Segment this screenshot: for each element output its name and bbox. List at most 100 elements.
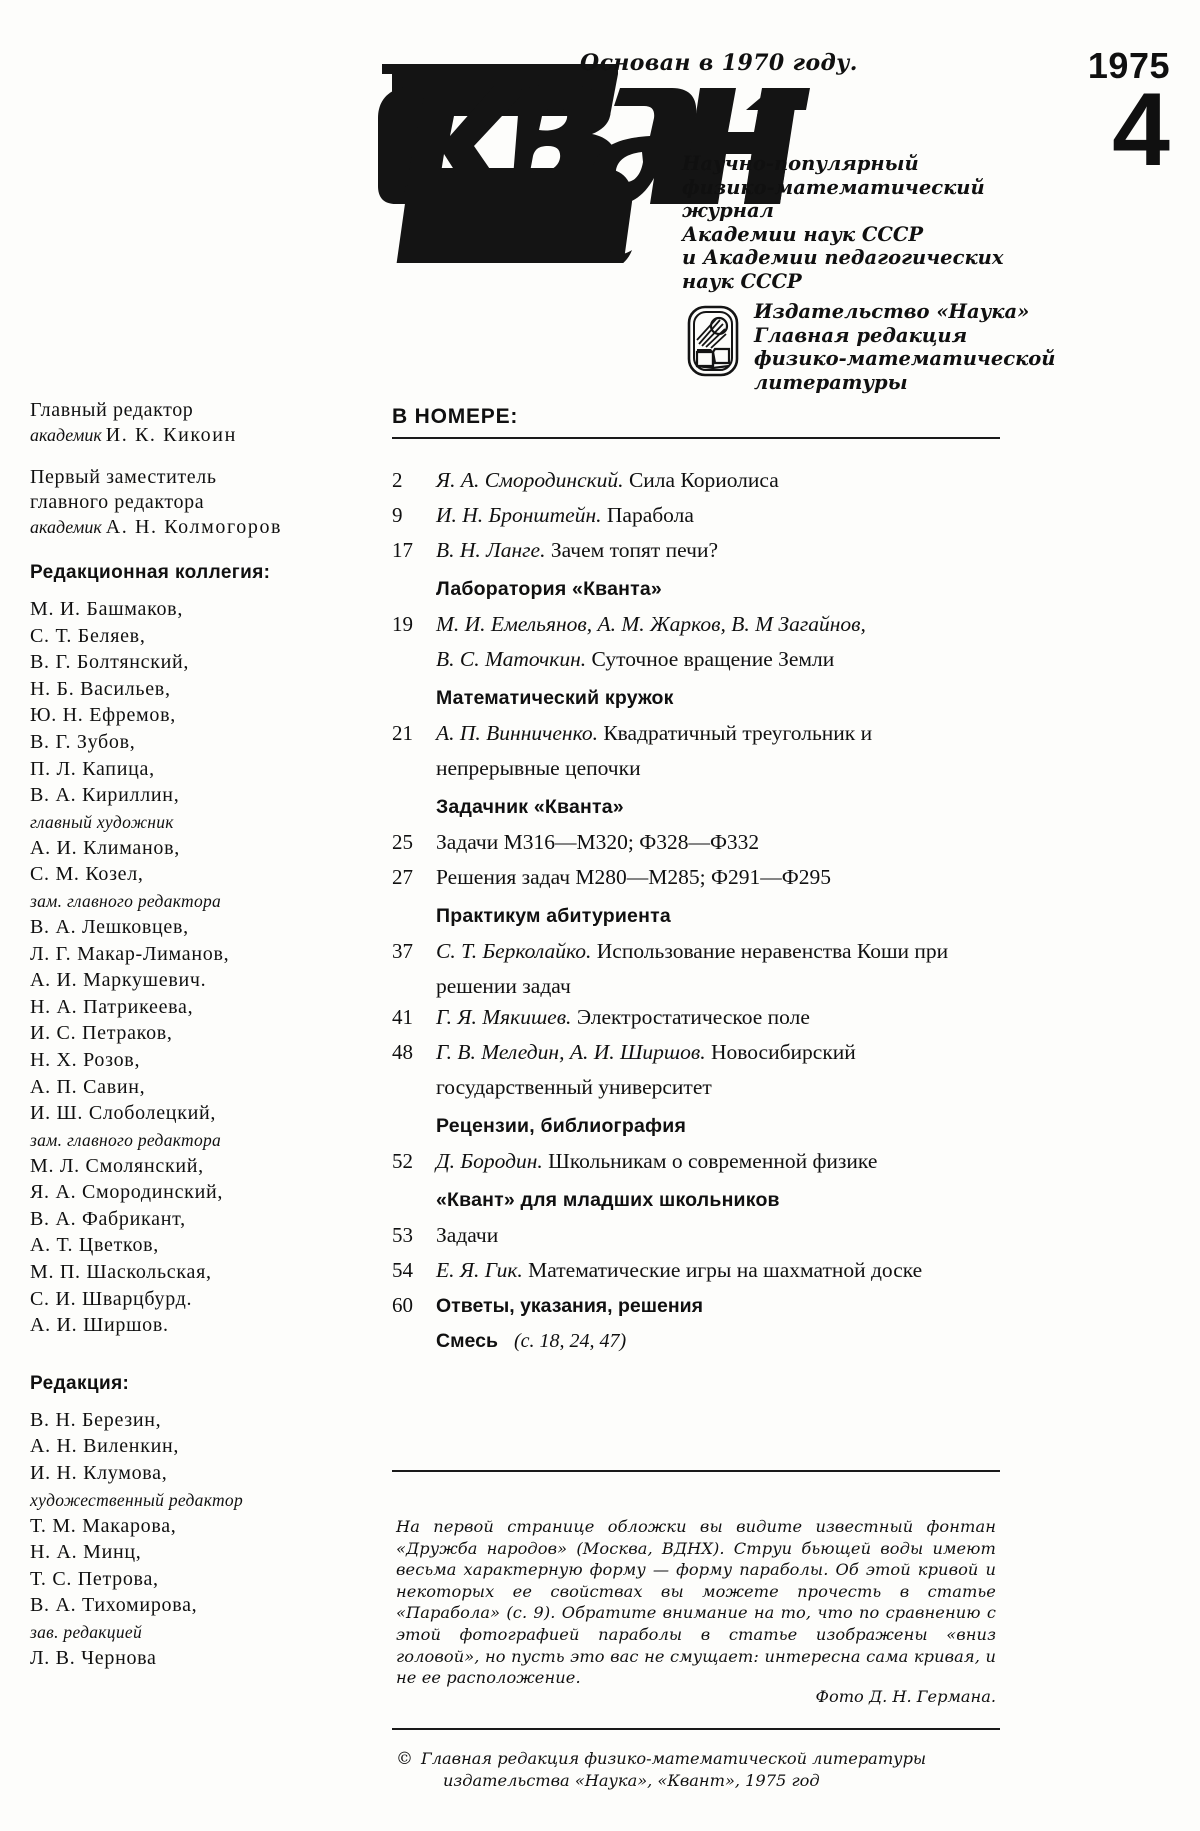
copyright-block: © Главная редакция физико-математической… [396, 1748, 1016, 1792]
deputy-editor-role-line2: главного редактора [30, 491, 205, 513]
contents-entry-author: Я. А. Смородинский. [436, 468, 624, 492]
contents-page-number: 27 [392, 865, 413, 889]
contents-entry-continuation: В. С. Маточкин. Суточное вращение Земли [436, 647, 835, 671]
editorial-person-name: С. Т. Беляев, [30, 624, 146, 647]
founded-text: Основан в 1970 году. [580, 50, 858, 76]
contents-entry-title: Ответы, указания, решения [436, 1295, 704, 1317]
chief-editor-role: Главный редактор [30, 399, 194, 421]
deputy-editor-name: А. Н. Колмогоров [105, 516, 283, 538]
contents-section-heading: Математический кружок [436, 687, 674, 709]
contents-entry-continuation: государственный университет [436, 1075, 712, 1099]
contents-section-heading: Практикум абитуриента [436, 905, 671, 927]
editorial-role-label: зав. редакцией [30, 1622, 143, 1642]
contents-section-heading: Лаборатория «Кванта» [436, 578, 662, 600]
contents-heading: В НОМЕРЕ: [392, 405, 519, 428]
editorial-person-name: В. Г. Зубов, [30, 730, 136, 753]
contents-entry-author: А. П. Винниченко. [436, 721, 598, 745]
contents-entry[interactable]: 54 Е. Я. Гик. Математические игры на шахм… [392, 1255, 1172, 1286]
publisher-block: Издательство «Наука» Главная редакция фи… [686, 300, 1055, 394]
editorial-person-name: А. Т. Цветков, [30, 1234, 159, 1257]
contents-entry[interactable]: 53 Задачи [392, 1220, 1172, 1251]
editorial-person-name: А. Н. Виленкин, [30, 1435, 180, 1458]
footer-divider-bottom [392, 1728, 1000, 1730]
copyright-line: Главная редакция физико-математической л… [421, 1749, 927, 1768]
contents-entry-title: С. Т. Берколайко. Использование неравенс… [436, 939, 949, 963]
nauka-publisher-icon [686, 304, 740, 383]
contents-entry[interactable]: 25 Задачи М316—М320; Ф328—Ф332 [392, 827, 1172, 858]
contents-entry[interactable]: Смесь (с. 18, 24, 47) [392, 1326, 1172, 1357]
contents-entry[interactable]: 60 Ответы, указания, решения [392, 1290, 1172, 1322]
editorial-person-name: А. И. Ширшов. [30, 1314, 169, 1337]
editorial-person-name: Н. А. Минц, [30, 1541, 142, 1564]
subtitle-line: и Академии педагогических [682, 246, 1004, 269]
editorial-person-name: М. И. Башмаков, [30, 598, 184, 620]
editorial-person-name: Л. В. Чернова [30, 1647, 157, 1669]
copyright-text: Главная редакция физико-математической л… [421, 1748, 1016, 1792]
contents-entry[interactable]: 21 А. П. Винниченко. Квадратичный треугол… [392, 718, 1172, 749]
contents-entry-title: Решения задач М280—М285; Ф291—Ф295 [436, 865, 831, 889]
contents-entry-author: В. Н. Ланге. [436, 538, 546, 562]
contents-entry-title: Д. Бородин. Школьникам о современной физ… [436, 1149, 878, 1173]
contents-entry[interactable]: 2 Я. А. Смородинский. Сила Кориолиса [392, 465, 1172, 496]
contents-entry[interactable]: 48 Г. В. Меледин, А. И. Ширшов. Новосибир… [392, 1037, 1172, 1068]
subtitle-line: Научно-популярный [682, 152, 919, 175]
subtitle-line: наук СССР [682, 269, 802, 293]
editorial-person-name: В. А. Лешковцев, [30, 915, 189, 938]
editorial-person-name: Т. М. Макарова, [30, 1514, 177, 1537]
editorial-role-label: зам. главного редактора [30, 1129, 222, 1150]
contents-entry-author: И. Н. Бронштейн. [436, 503, 602, 527]
contents-entry-author: Г. В. Меледин, А. И. Ширшов. [436, 1040, 706, 1064]
publisher-line: Издательство «Наука» [754, 300, 1030, 323]
deputy-editor-block: Первый заместитель главного редактора ак… [30, 465, 320, 540]
contents-divider [392, 437, 1000, 439]
contents-entry-author: С. Т. Берколайко. [436, 939, 592, 963]
subtitle-line: Академии наук СССР [682, 222, 924, 246]
contents-entry-pages-note: (с. 18, 24, 47) [513, 1330, 627, 1352]
contents-page-number: 48 [392, 1040, 413, 1064]
editorial-staff-list: В. Н. Березин, А. Н. Виленкин, И. Н. Клумо… [30, 1407, 320, 1672]
deputy-editor-title: академик [30, 517, 102, 537]
issue-year: 1975 [1087, 45, 1170, 86]
editorial-person-name: В. А. Кириллин, [30, 784, 180, 807]
photo-credit: Фото Д. Н. Германа. [815, 1687, 996, 1706]
editorial-role-label: художественный редактор [30, 1489, 244, 1510]
contents-entry[interactable]: 9 И. Н. Бронштейн. Парабола [392, 500, 1172, 531]
contents-list: 2 Я. А. Смородинский. Сила Кориолиса 9 И. Н… [392, 465, 1172, 1357]
publisher-line: литературы [754, 370, 908, 394]
editorial-person-name: Н. Х. Розов, [30, 1048, 141, 1071]
contents-entry[interactable]: 41 Г. Я. Мякишев. Электростатическое поле [392, 1002, 1172, 1033]
subtitle-line: физико-математический [682, 175, 985, 199]
cover-note: На первой странице обложки вы видите изв… [396, 1517, 996, 1688]
contents-column: В НОМЕРЕ: 2 Я. А. Смородинский. Сила Кори… [392, 405, 1172, 1361]
editorial-person-name: А. П. Савин, [30, 1075, 146, 1098]
publisher-line: физико-математической [754, 347, 1056, 370]
publisher-text: Издательство «Наука» Главная редакция фи… [754, 300, 1055, 394]
contents-page-number: 54 [392, 1258, 413, 1282]
editorial-person-name: В. А. Тихомирова, [30, 1594, 198, 1617]
contents-page-number: 37 [392, 939, 413, 963]
editorial-person-name: Т. С. Петрова, [30, 1567, 159, 1590]
editorial-person-name: В. Н. Березин, [30, 1408, 162, 1431]
contents-entry[interactable]: 27 Решения задач М280—М285; Ф291—Ф295 [392, 862, 1172, 893]
editorial-person-name: Л. Г. Макар-Лиманов, [30, 942, 230, 965]
contents-entry[interactable]: 37 С. Т. Берколайко. Использование нераве… [392, 936, 1172, 967]
contents-entry[interactable]: 52 Д. Бородин. Школьникам о современной ф… [392, 1146, 1172, 1177]
contents-entry[interactable]: 19 М. И. Емельянов, А. М. Жарков, В. М За… [392, 609, 1172, 640]
staff-heading: Редакция: [30, 1372, 130, 1394]
editorial-board-list: М. И. Башмаков, С. Т. Беляев, В. Г. Болтян… [30, 596, 320, 1339]
editorial-person-name: А. И. Климанов, [30, 836, 180, 859]
contents-entry[interactable]: 17 В. Н. Ланге. Зачем топят печи? [392, 535, 1172, 566]
contents-entry-title: Г. В. Меледин, А. И. Ширшов. Новосибирск… [436, 1040, 856, 1064]
kvant-logo [370, 48, 810, 263]
contents-entry-title: Задачи [436, 1223, 499, 1247]
contents-section-heading: «Квант» для младших школьников [436, 1189, 780, 1211]
editorial-person-name: И. С. Петраков, [30, 1022, 173, 1045]
editorial-person-name: М. П. Шаскольская, [30, 1261, 212, 1284]
contents-entry-title: Задачи М316—М320; Ф328—Ф332 [436, 830, 760, 854]
contents-entry-author: Е. Я. Гик. [436, 1258, 523, 1282]
editorial-role-label: главный художник [30, 811, 174, 832]
contents-entry-author: В. С. Маточкин. [436, 647, 587, 671]
contents-page-number: 41 [392, 1005, 413, 1029]
editorial-person-name: Я. А. Смородинский, [30, 1181, 224, 1204]
editorial-person-name: Ю. Н. Ефремов, [30, 704, 176, 727]
